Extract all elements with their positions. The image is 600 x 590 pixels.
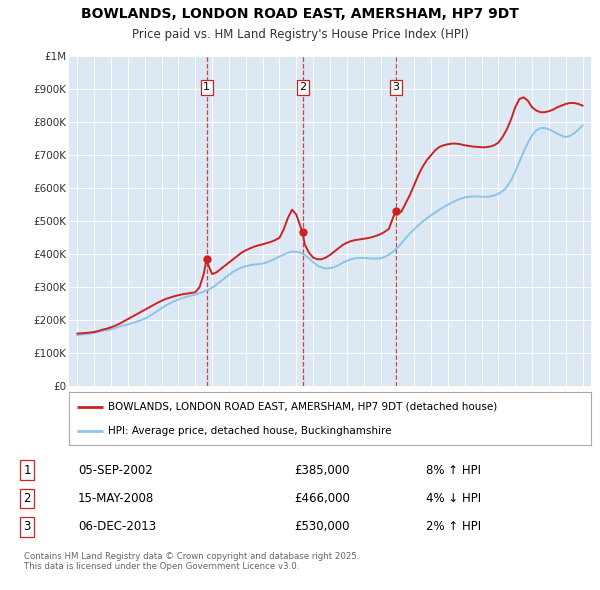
Text: 1: 1 bbox=[203, 83, 210, 93]
Text: 8% ↑ HPI: 8% ↑ HPI bbox=[426, 464, 481, 477]
Text: £385,000: £385,000 bbox=[294, 464, 349, 477]
Text: Contains HM Land Registry data © Crown copyright and database right 2025.
This d: Contains HM Land Registry data © Crown c… bbox=[24, 552, 359, 571]
Text: 2% ↑ HPI: 2% ↑ HPI bbox=[426, 520, 481, 533]
Text: HPI: Average price, detached house, Buckinghamshire: HPI: Average price, detached house, Buck… bbox=[108, 426, 392, 436]
Text: 1: 1 bbox=[23, 464, 31, 477]
Text: 3: 3 bbox=[392, 83, 400, 93]
Text: £530,000: £530,000 bbox=[294, 520, 349, 533]
Text: 2: 2 bbox=[23, 492, 31, 505]
Text: BOWLANDS, LONDON ROAD EAST, AMERSHAM, HP7 9DT: BOWLANDS, LONDON ROAD EAST, AMERSHAM, HP… bbox=[81, 7, 519, 21]
Text: Price paid vs. HM Land Registry's House Price Index (HPI): Price paid vs. HM Land Registry's House … bbox=[131, 28, 469, 41]
Text: 2: 2 bbox=[299, 83, 306, 93]
Text: 3: 3 bbox=[23, 520, 31, 533]
Text: 4% ↓ HPI: 4% ↓ HPI bbox=[426, 492, 481, 505]
Text: £466,000: £466,000 bbox=[294, 492, 350, 505]
Text: BOWLANDS, LONDON ROAD EAST, AMERSHAM, HP7 9DT (detached house): BOWLANDS, LONDON ROAD EAST, AMERSHAM, HP… bbox=[108, 402, 497, 412]
Text: 06-DEC-2013: 06-DEC-2013 bbox=[78, 520, 156, 533]
Text: 05-SEP-2002: 05-SEP-2002 bbox=[78, 464, 153, 477]
Text: 15-MAY-2008: 15-MAY-2008 bbox=[78, 492, 154, 505]
